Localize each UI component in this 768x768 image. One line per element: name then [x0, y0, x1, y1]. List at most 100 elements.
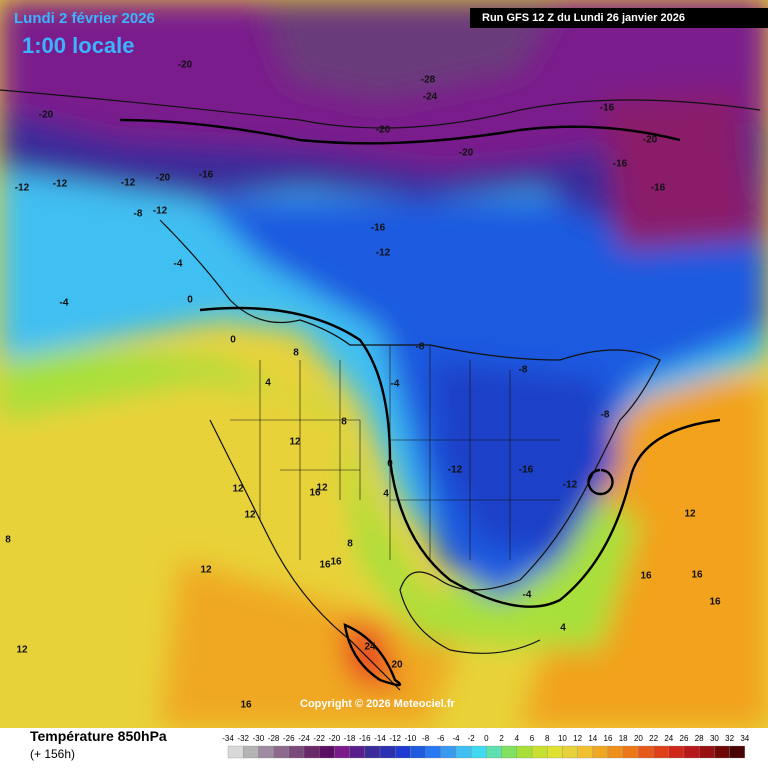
- contour-label: -12: [121, 178, 136, 189]
- colorbar-cell: [729, 745, 745, 759]
- contour-label: 12: [244, 510, 256, 521]
- colorbar-cell: [516, 745, 533, 759]
- colorbar-cell: [683, 745, 700, 759]
- contour-label: -8: [601, 410, 610, 421]
- colorbar-cell: [273, 745, 289, 759]
- colorbar-cell: [410, 745, 426, 759]
- colorbar-cell: [440, 745, 457, 759]
- contour-label: -20: [376, 125, 391, 136]
- contour-label: 12: [232, 484, 244, 495]
- footer-lead: (+ 156h): [30, 747, 75, 761]
- colorbar-tick-label: 0: [484, 734, 489, 743]
- contour-label: 12: [200, 565, 212, 576]
- colorbar-cell: [562, 745, 578, 759]
- colorbar-tick-label: -16: [359, 734, 371, 743]
- colorbar-cell: [577, 745, 593, 759]
- colorbar-tick-label: 2: [499, 734, 504, 743]
- contour-label: -20: [643, 135, 658, 146]
- colorbar-tick-label: 26: [680, 734, 689, 743]
- colorbar-cell: [303, 745, 320, 759]
- colorbar-tick-label: -26: [283, 734, 295, 743]
- colorbar-tick-label: 32: [725, 734, 734, 743]
- colorbar-tick-label: -2: [468, 734, 476, 743]
- contour-label: -12: [15, 183, 30, 194]
- contour-label: 4: [560, 623, 566, 634]
- run-box: [470, 8, 768, 28]
- contour-label: 12: [16, 645, 28, 656]
- colorbar-cell: [653, 745, 669, 759]
- contour-label: -12: [376, 248, 391, 259]
- colorbar-tick-label: 6: [530, 734, 535, 743]
- contour-label: 20: [391, 660, 403, 671]
- colorbar-cell: [592, 745, 609, 759]
- colorbar-tick-label: -28: [268, 734, 280, 743]
- colorbar-tick-label: 12: [573, 734, 582, 743]
- colorbar-tick-label: 4: [515, 734, 520, 743]
- copyright: Copyright © 2026 Meteociel.fr: [300, 698, 456, 710]
- contour-label: 16: [709, 597, 721, 608]
- colorbar-tick-label: -4: [452, 734, 460, 743]
- contour-label: -16: [651, 183, 666, 194]
- contour-label: -16: [600, 103, 615, 114]
- colorbar-tick-label: 22: [649, 734, 658, 743]
- colorbar-cell: [364, 745, 381, 759]
- colorbar-cell: [471, 745, 487, 759]
- contour-label: -20: [459, 148, 474, 159]
- colorbar-tick-label: -8: [422, 734, 430, 743]
- colorbar-tick-label: -10: [405, 734, 417, 743]
- date-text: Lundi 2 février 2026: [14, 10, 155, 27]
- time-text: 1:00 locale: [22, 33, 135, 58]
- contour-label: -4: [174, 259, 183, 270]
- contour-label: -12: [563, 480, 578, 491]
- colorbar-cell: [623, 745, 639, 759]
- colorbar-tick-label: -34: [222, 734, 234, 743]
- colorbar-cell: [638, 745, 654, 759]
- colorbar-tick-label: 16: [604, 734, 613, 743]
- contour-label: 8: [5, 535, 11, 546]
- colorbar-tick-label: -20: [329, 734, 341, 743]
- colorbar-tick-label: -22: [313, 734, 325, 743]
- contour-label: 16: [640, 571, 652, 582]
- run-text: Run GFS 12 Z du Lundi 26 janvier 2026: [482, 12, 685, 24]
- colorbar-cell: [243, 745, 259, 759]
- contour-label: 0: [230, 335, 236, 346]
- colorbar-cell: [227, 745, 244, 759]
- colorbar-cell: [714, 745, 730, 759]
- colorbar-cell: [379, 745, 396, 759]
- colorbar-cell: [455, 745, 472, 759]
- colorbar-cell: [349, 745, 365, 759]
- contour-label: -4: [523, 590, 532, 601]
- contour-label: -12: [53, 179, 68, 190]
- colorbar-cell: [319, 745, 335, 759]
- colorbar-tick-label: 34: [740, 734, 749, 743]
- contour-label: -28: [421, 75, 436, 86]
- colorbar-tick-label: 28: [695, 734, 704, 743]
- contour-label: -16: [371, 223, 386, 234]
- colorbar-tick-label: 24: [664, 734, 673, 743]
- contour-label: -4: [391, 379, 400, 390]
- colorbar-cell: [395, 745, 411, 759]
- colorbar-tick-label: 8: [545, 734, 550, 743]
- contour-label: 0: [387, 459, 393, 470]
- contour-label: -16: [519, 465, 534, 476]
- contour-label: -24: [423, 92, 438, 103]
- contour-label: 16: [309, 488, 321, 499]
- colorbar-tick-label: -12: [389, 734, 401, 743]
- colorbar-tick-label: -14: [374, 734, 386, 743]
- contour-label: 12: [289, 437, 301, 448]
- colorbar-tick-label: 10: [558, 734, 567, 743]
- contour-label: 16: [319, 560, 331, 571]
- contour-label: 16: [691, 570, 703, 581]
- contour-label: -20: [39, 110, 54, 121]
- contour-label: 24: [364, 642, 376, 653]
- contour-label: -20: [156, 173, 171, 184]
- contour-label: 8: [341, 417, 347, 428]
- colorbar-cell: [607, 745, 624, 759]
- contour-label: -8: [519, 365, 528, 376]
- colorbar-tick-label: -32: [237, 734, 249, 743]
- temperature-field: -20-20-28-24-20-20-16-20-16-20-16-16-12-…: [0, 0, 768, 728]
- colorbar-tick-label: 18: [619, 734, 628, 743]
- colorbar-cell: [486, 745, 502, 759]
- footer-title: Température 850hPa: [30, 728, 167, 744]
